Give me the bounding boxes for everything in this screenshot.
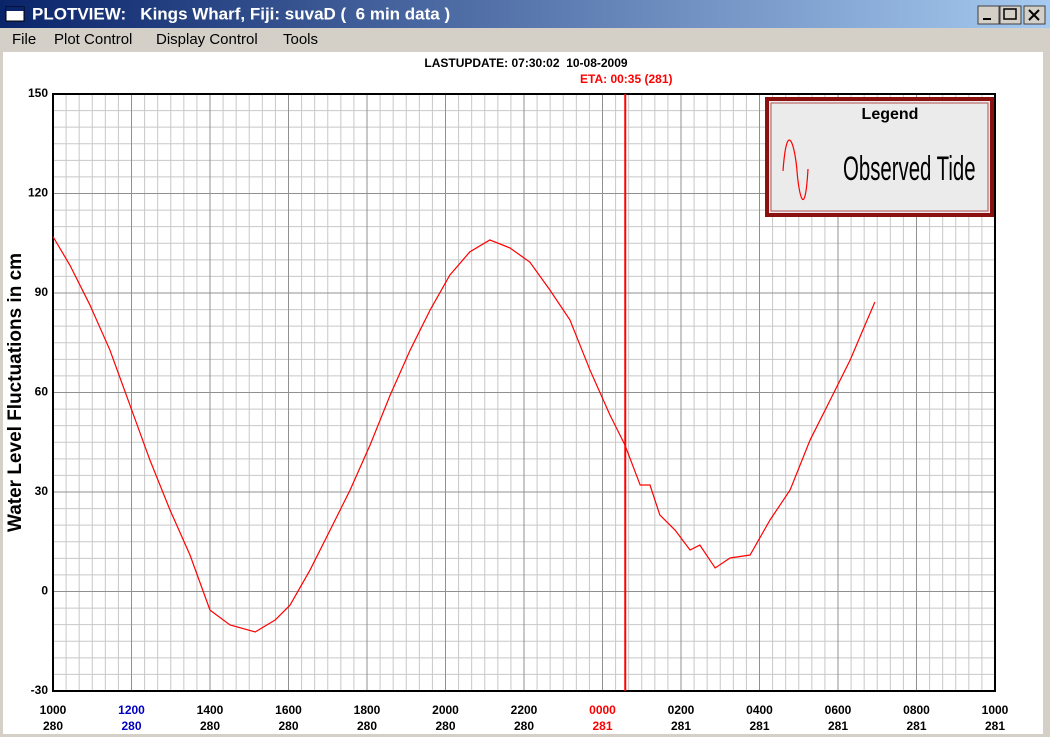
x-tick-label: 0800 [903, 703, 930, 717]
window-title: PLOTVIEW: Kings Wharf, Fiji: suvaD ( 6 m… [32, 4, 450, 23]
y-tick-label: -30 [31, 683, 49, 697]
x-tick-label: 0400 [746, 703, 773, 717]
eta-label: ETA: 00:35 (281) [580, 72, 672, 86]
menu-item[interactable]: Display Control [156, 31, 258, 48]
x-tick-day: 280 [278, 719, 298, 733]
legend-swatch [782, 139, 809, 201]
x-tick-day: 280 [514, 719, 534, 733]
x-tick-day: 280 [435, 719, 455, 733]
x-tick-label: 0000 [589, 703, 616, 717]
x-tick-label: 1000 [40, 703, 67, 717]
x-tick-day: 280 [121, 719, 141, 733]
close-button[interactable] [1023, 5, 1046, 25]
x-tick-day: 280 [200, 719, 220, 733]
x-tick-day: 281 [749, 719, 769, 733]
x-tick-label: 0200 [668, 703, 695, 717]
y-tick-label: 150 [28, 86, 48, 100]
x-tick-day: 281 [906, 719, 926, 733]
x-tick-day: 280 [357, 719, 377, 733]
title-bar [0, 0, 1050, 28]
y-axis-label: Water Level Fluctuations in cm [5, 253, 26, 532]
x-tick-label: 2000 [432, 703, 459, 717]
x-tick-day: 281 [592, 719, 612, 733]
x-tick-label: 0600 [825, 703, 852, 717]
y-tick-label: 60 [35, 385, 49, 399]
tide-line [52, 236, 876, 633]
y-tick-label: 0 [41, 584, 48, 598]
app-icon-bar [6, 7, 24, 11]
minimize-button[interactable] [977, 5, 1000, 25]
y-tick-label: 30 [35, 484, 49, 498]
x-tick-day: 280 [43, 719, 63, 733]
x-tick-label: 1400 [197, 703, 224, 717]
menu-item[interactable]: Tools [283, 31, 318, 48]
x-tick-day: 281 [828, 719, 848, 733]
last-update: LASTUPDATE: 07:30:02 10-08-2009 [424, 56, 628, 70]
legend-inner [770, 102, 989, 212]
legend-title: Legend [862, 106, 919, 123]
y-tick-label: 120 [28, 186, 48, 200]
x-tick-label: 1800 [354, 703, 381, 717]
legend-label: Observed Tide [843, 150, 976, 188]
menu-item[interactable]: File [12, 31, 36, 48]
x-tick-label: 1000 [982, 703, 1009, 717]
maximize-button[interactable] [999, 5, 1022, 25]
menu-item[interactable]: Plot Control [54, 31, 132, 48]
x-tick-label: 1200 [118, 703, 145, 717]
x-tick-label: 1600 [275, 703, 302, 717]
plot-border [52, 93, 996, 692]
x-tick-day: 281 [985, 719, 1005, 733]
x-tick-day: 281 [671, 719, 691, 733]
y-tick-label: 90 [35, 285, 49, 299]
x-tick-label: 2200 [511, 703, 538, 717]
